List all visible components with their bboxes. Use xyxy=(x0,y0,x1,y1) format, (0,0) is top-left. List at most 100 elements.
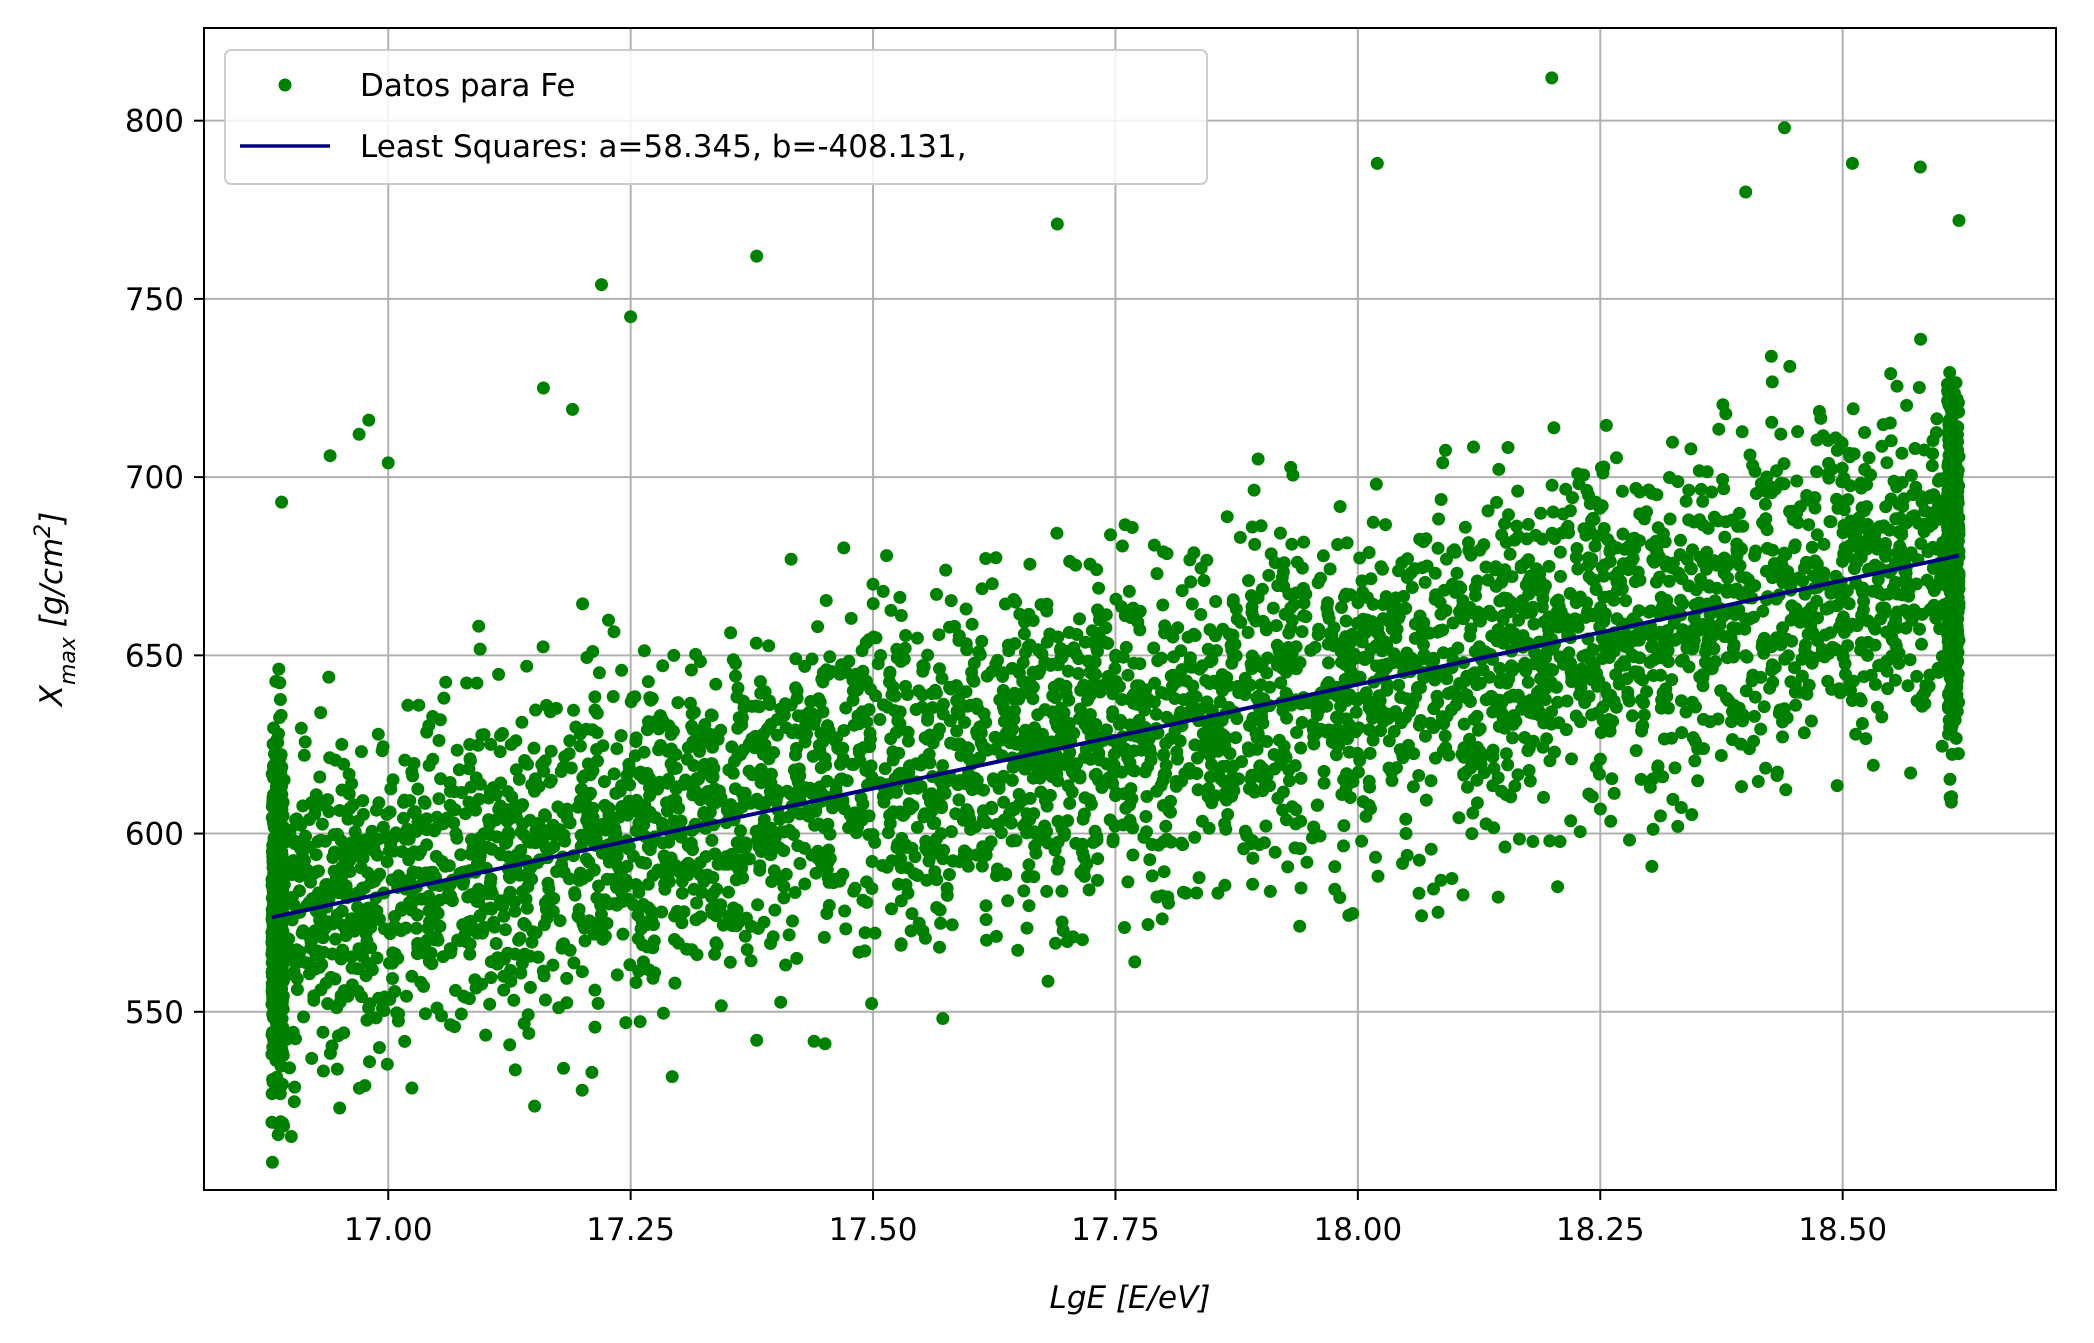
data-point xyxy=(544,744,558,758)
data-point xyxy=(1428,566,1442,580)
data-point xyxy=(1299,587,1313,601)
data-point xyxy=(970,773,984,787)
data-point xyxy=(1682,483,1696,497)
data-point xyxy=(1518,656,1532,670)
data-point xyxy=(629,878,643,891)
data-point xyxy=(930,587,943,601)
data-point xyxy=(1446,616,1460,630)
data-point xyxy=(1132,679,1146,693)
data-point xyxy=(1623,833,1636,847)
data-point xyxy=(1595,631,1609,645)
data-point xyxy=(1240,829,1254,842)
data-point xyxy=(933,903,947,917)
data-point xyxy=(1693,513,1706,527)
data-point xyxy=(1870,700,1884,714)
data-point xyxy=(1227,784,1241,798)
data-point xyxy=(1176,885,1190,899)
data-point xyxy=(1551,880,1565,894)
data-point xyxy=(1439,741,1453,755)
data-point xyxy=(979,552,993,565)
data-point xyxy=(1754,722,1768,736)
data-point xyxy=(1943,772,1957,786)
data-point xyxy=(640,918,654,932)
data-point xyxy=(1073,702,1087,716)
data-point xyxy=(443,942,457,956)
data-point xyxy=(1447,543,1461,557)
data-point xyxy=(1504,595,1517,609)
data-point xyxy=(1294,771,1308,785)
data-point xyxy=(1220,510,1234,524)
data-point xyxy=(1871,573,1885,586)
data-point xyxy=(449,983,462,997)
data-point xyxy=(502,870,516,884)
data-point xyxy=(1604,814,1618,828)
data-point xyxy=(806,749,820,763)
data-point xyxy=(858,926,872,940)
data-point xyxy=(305,1051,319,1065)
data-point xyxy=(1472,606,1486,620)
data-point xyxy=(1495,706,1509,720)
data-point xyxy=(447,785,461,799)
data-point xyxy=(1951,747,1965,761)
data-point xyxy=(1205,758,1218,771)
data-point xyxy=(1282,626,1296,640)
data-point xyxy=(735,711,749,725)
data-point xyxy=(1440,552,1453,566)
data-point xyxy=(1284,601,1298,615)
data-point xyxy=(1703,715,1717,729)
data-point xyxy=(297,1010,310,1024)
data-point xyxy=(356,794,370,808)
data-point xyxy=(1471,723,1485,737)
data-point xyxy=(1090,563,1104,577)
data-point xyxy=(1643,655,1657,669)
data-point xyxy=(558,750,572,764)
data-point xyxy=(1522,764,1536,777)
data-point xyxy=(1511,688,1525,702)
data-point xyxy=(944,594,958,608)
data-point xyxy=(613,784,627,798)
data-point xyxy=(1391,602,1405,616)
data-point xyxy=(725,740,739,754)
data-point xyxy=(1111,740,1125,754)
data-point xyxy=(432,792,446,806)
data-point xyxy=(1050,526,1064,540)
data-point xyxy=(1778,652,1792,666)
data-point xyxy=(1785,504,1799,518)
data-point xyxy=(1847,562,1861,576)
data-point xyxy=(1593,752,1607,766)
data-point xyxy=(1830,779,1844,793)
data-point xyxy=(1926,434,1940,447)
data-point xyxy=(1382,734,1396,748)
data-point xyxy=(1323,562,1337,576)
data-point xyxy=(483,784,497,798)
data-point xyxy=(1821,674,1835,688)
data-point xyxy=(469,803,482,817)
data-point xyxy=(890,642,904,656)
data-point xyxy=(1766,543,1780,557)
data-point xyxy=(307,993,321,1007)
data-point xyxy=(351,886,365,900)
data-point xyxy=(1894,524,1908,538)
data-point xyxy=(1405,694,1419,708)
data-point xyxy=(424,946,438,960)
data-point xyxy=(383,805,397,819)
data-point xyxy=(525,872,539,886)
data-point xyxy=(1263,884,1277,898)
data-point xyxy=(1735,780,1748,794)
data-point xyxy=(1788,661,1801,675)
data-point xyxy=(863,732,877,746)
data-point xyxy=(690,896,704,910)
data-point xyxy=(665,1070,679,1084)
data-point xyxy=(1189,690,1203,704)
data-point xyxy=(364,941,378,955)
data-point xyxy=(501,785,515,799)
data-point xyxy=(289,813,303,827)
data-point xyxy=(1682,579,1696,593)
data-point xyxy=(437,691,451,705)
data-point xyxy=(888,704,901,718)
data-point xyxy=(501,946,515,960)
data-point xyxy=(894,842,908,856)
data-point xyxy=(516,817,530,831)
data-point xyxy=(1272,733,1286,747)
data-point xyxy=(297,748,311,762)
